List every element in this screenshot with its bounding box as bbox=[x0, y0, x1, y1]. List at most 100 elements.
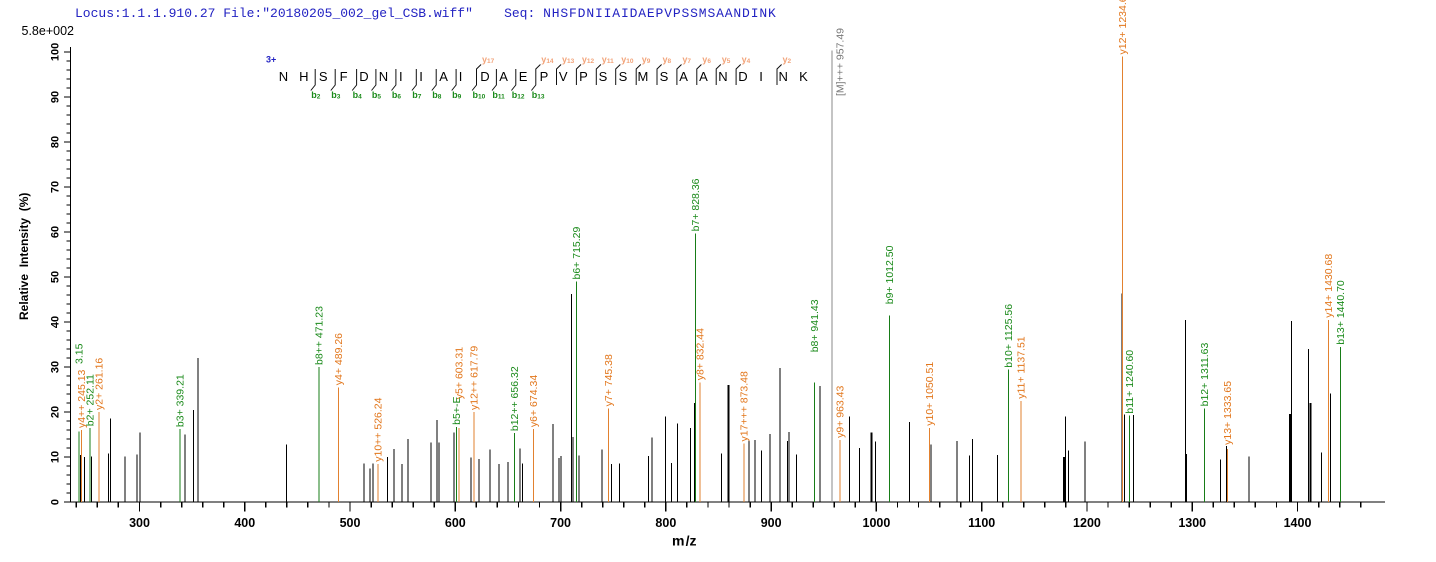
svg-text:A: A bbox=[679, 69, 688, 84]
svg-text:S: S bbox=[599, 69, 608, 84]
svg-text:y13: y13 bbox=[562, 55, 575, 66]
svg-text:y17: y17 bbox=[482, 55, 495, 66]
svg-text:A: A bbox=[499, 69, 508, 84]
svg-text:D: D bbox=[359, 69, 368, 84]
svg-text:1200: 1200 bbox=[1073, 516, 1101, 530]
svg-text:V: V bbox=[559, 69, 568, 84]
svg-text:y4+ 489.26: y4+ 489.26 bbox=[333, 333, 345, 385]
svg-text:y17+++ 873.48: y17+++ 873.48 bbox=[739, 371, 751, 442]
svg-text:b4: b4 bbox=[353, 90, 363, 101]
svg-text:600: 600 bbox=[445, 516, 466, 530]
svg-text:K: K bbox=[799, 69, 808, 84]
svg-text:y10: y10 bbox=[621, 55, 634, 66]
svg-text:N: N bbox=[779, 69, 788, 84]
svg-text:y8: y8 bbox=[663, 55, 672, 66]
svg-text:70: 70 bbox=[50, 181, 62, 193]
svg-text:y12++ 617.79: y12++ 617.79 bbox=[469, 346, 481, 410]
svg-text:30: 30 bbox=[50, 361, 62, 373]
svg-text:y2+ 261.16: y2+ 261.16 bbox=[93, 358, 105, 410]
svg-text:b2: b2 bbox=[311, 90, 321, 101]
svg-text:900: 900 bbox=[761, 516, 782, 530]
svg-text:N: N bbox=[379, 69, 388, 84]
svg-text:40: 40 bbox=[50, 316, 62, 328]
svg-text:y10++ 526.24: y10++ 526.24 bbox=[372, 397, 384, 461]
svg-text:y11: y11 bbox=[602, 55, 614, 66]
svg-text:b9: b9 bbox=[452, 90, 462, 101]
svg-text:y14: y14 bbox=[541, 55, 554, 66]
svg-text:I: I bbox=[759, 69, 763, 84]
svg-text:b2+ 252.11: b2+ 252.11 bbox=[84, 374, 96, 426]
svg-text:b10+ 1125.56: b10+ 1125.56 bbox=[1003, 304, 1015, 368]
svg-text:b12: b12 bbox=[512, 90, 525, 101]
svg-text:100: 100 bbox=[50, 43, 62, 61]
svg-text:N: N bbox=[279, 69, 288, 84]
svg-text:y2: y2 bbox=[783, 55, 792, 66]
svg-text:b5+-E: b5+-E bbox=[451, 397, 463, 425]
svg-text:90: 90 bbox=[50, 91, 62, 103]
svg-text:1100: 1100 bbox=[968, 516, 995, 530]
svg-text:y6: y6 bbox=[702, 55, 711, 66]
svg-text:50: 50 bbox=[50, 271, 62, 283]
svg-text:400: 400 bbox=[234, 516, 255, 530]
svg-text:y5: y5 bbox=[722, 55, 731, 66]
svg-text:M: M bbox=[637, 69, 648, 84]
svg-text:F: F bbox=[340, 69, 348, 84]
svg-text:y7+ 745.38: y7+ 745.38 bbox=[603, 354, 615, 406]
svg-text:b8: b8 bbox=[432, 90, 442, 101]
svg-text:E: E bbox=[519, 69, 528, 84]
svg-text:y4: y4 bbox=[742, 55, 751, 66]
svg-text:Relative Intensity (%): Relative Intensity (%) bbox=[17, 193, 31, 320]
svg-text:y10+ 1050.51: y10+ 1050.51 bbox=[924, 362, 936, 426]
svg-text:b8+ 941.43: b8+ 941.43 bbox=[809, 299, 821, 352]
svg-text:H: H bbox=[299, 69, 308, 84]
svg-text:80: 80 bbox=[50, 136, 62, 148]
svg-text:b5: b5 bbox=[372, 90, 382, 101]
svg-text:60: 60 bbox=[50, 226, 62, 238]
svg-text:A: A bbox=[439, 69, 448, 84]
svg-text:3.15: 3.15 bbox=[73, 343, 85, 364]
svg-text:P: P bbox=[579, 69, 588, 84]
svg-text:S: S bbox=[660, 69, 669, 84]
svg-text:y14+ 1430.68: y14+ 1430.68 bbox=[1323, 254, 1335, 318]
svg-text:500: 500 bbox=[340, 516, 361, 530]
svg-text:0: 0 bbox=[50, 499, 62, 505]
svg-text:b12++ 656.32: b12++ 656.32 bbox=[509, 366, 521, 431]
svg-text:10: 10 bbox=[50, 451, 62, 463]
svg-text:N: N bbox=[718, 69, 727, 84]
svg-text:b8++ 471.23: b8++ 471.23 bbox=[313, 306, 325, 365]
svg-text:D: D bbox=[480, 69, 489, 84]
svg-text:b3+ 339.21: b3+ 339.21 bbox=[175, 374, 187, 427]
svg-text:m /z: m /z bbox=[672, 533, 697, 549]
svg-text:b7+ 828.36: b7+ 828.36 bbox=[690, 178, 702, 231]
svg-text:800: 800 bbox=[655, 516, 676, 530]
svg-text:y4++ 245.13: y4++ 245.13 bbox=[76, 369, 88, 428]
svg-text:b6+ 715.29: b6+ 715.29 bbox=[571, 226, 583, 279]
svg-text:P: P bbox=[540, 69, 549, 84]
svg-text:y8+ 832.44: y8+ 832.44 bbox=[694, 328, 706, 380]
svg-text:D: D bbox=[738, 69, 747, 84]
svg-text:A: A bbox=[699, 69, 708, 84]
svg-text:20: 20 bbox=[50, 406, 62, 418]
svg-text:b13: b13 bbox=[532, 90, 545, 101]
svg-text:b11: b11 bbox=[492, 90, 505, 101]
svg-text:I: I bbox=[419, 69, 423, 84]
svg-text:y9: y9 bbox=[642, 55, 651, 66]
svg-text:y5+ 603.31: y5+ 603.31 bbox=[453, 347, 465, 399]
svg-text:S: S bbox=[319, 69, 328, 84]
svg-text:b9+ 1012.50: b9+ 1012.50 bbox=[884, 245, 896, 304]
svg-text:y12+ 1234.60: y12+ 1234.60 bbox=[1117, 0, 1129, 55]
svg-text:S: S bbox=[619, 69, 628, 84]
svg-text:1000: 1000 bbox=[863, 516, 891, 530]
svg-text:y11+ 1137.51: y11+ 1137.51 bbox=[1016, 336, 1028, 399]
svg-text:y7: y7 bbox=[682, 55, 691, 66]
svg-text:[M]+++ 957.49: [M]+++ 957.49 bbox=[835, 28, 847, 96]
svg-text:1400: 1400 bbox=[1284, 516, 1312, 530]
svg-text:y13+ 1333.65: y13+ 1333.65 bbox=[1222, 381, 1234, 445]
svg-text:300: 300 bbox=[129, 516, 150, 530]
svg-text:b6: b6 bbox=[392, 90, 402, 101]
svg-text:I: I bbox=[459, 69, 463, 84]
svg-text:b11+ 1240.60: b11+ 1240.60 bbox=[1124, 350, 1136, 414]
svg-text:b13+ 1440.70: b13+ 1440.70 bbox=[1335, 280, 1347, 345]
svg-text:1300: 1300 bbox=[1178, 516, 1206, 530]
svg-text:b7: b7 bbox=[412, 90, 422, 101]
